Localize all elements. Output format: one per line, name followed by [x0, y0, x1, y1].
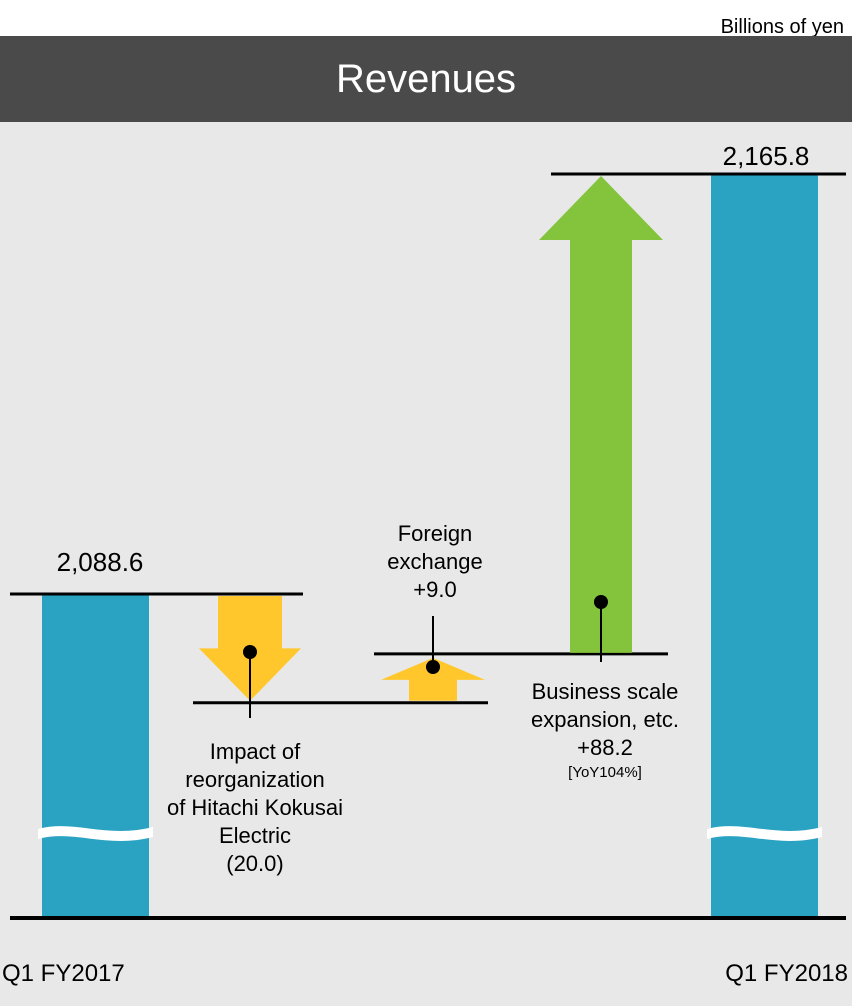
step-label-line: Impact of: [209, 739, 301, 764]
step-label-line: Electric: [218, 823, 292, 848]
step-label-line: Business scale: [531, 679, 679, 704]
step-label-reorganization: Impact of reorganization of Hitachi Koku…: [140, 738, 370, 878]
step-label-line: of Hitachi Kokusai: [166, 795, 344, 820]
connector-business-expansion-dot: [594, 595, 608, 609]
category-label-end: Q1 FY2018: [725, 960, 848, 987]
category-label-start: Q1 FY2017: [2, 960, 125, 987]
arrow-increase-foreign-exchange: [381, 657, 485, 701]
chart-title: Revenues: [0, 36, 852, 122]
units-label: Billions of yen: [720, 16, 844, 38]
arrow-increase-business-expansion: [539, 176, 663, 653]
start-value-label: 2,088.6: [56, 547, 144, 577]
step-label-foreign-exchange: Foreign exchange +9.0: [350, 520, 520, 604]
bar-start: [42, 594, 149, 918]
axis-break: [38, 826, 153, 841]
bar-end: [711, 174, 818, 918]
connector-reorganization-dot: [243, 645, 257, 659]
connector-foreign-exchange-dot: [426, 660, 440, 674]
step-value-label: +88.2: [577, 735, 633, 760]
step-label-line: exchange: [387, 549, 483, 574]
step-value-label: (20.0): [226, 851, 284, 876]
end-value-label: 2,165.8: [722, 141, 810, 171]
step-label-business-expansion: Business scale expansion, etc. +88.2 [Yo…: [495, 678, 715, 784]
step-note-label: [YoY104%]: [568, 764, 642, 781]
step-label-line: reorganization: [185, 767, 325, 792]
step-label-line: expansion, etc.: [531, 707, 679, 732]
step-label-line: Foreign: [397, 521, 473, 546]
step-value-label: +9.0: [413, 577, 457, 602]
axis-break: [707, 826, 822, 841]
